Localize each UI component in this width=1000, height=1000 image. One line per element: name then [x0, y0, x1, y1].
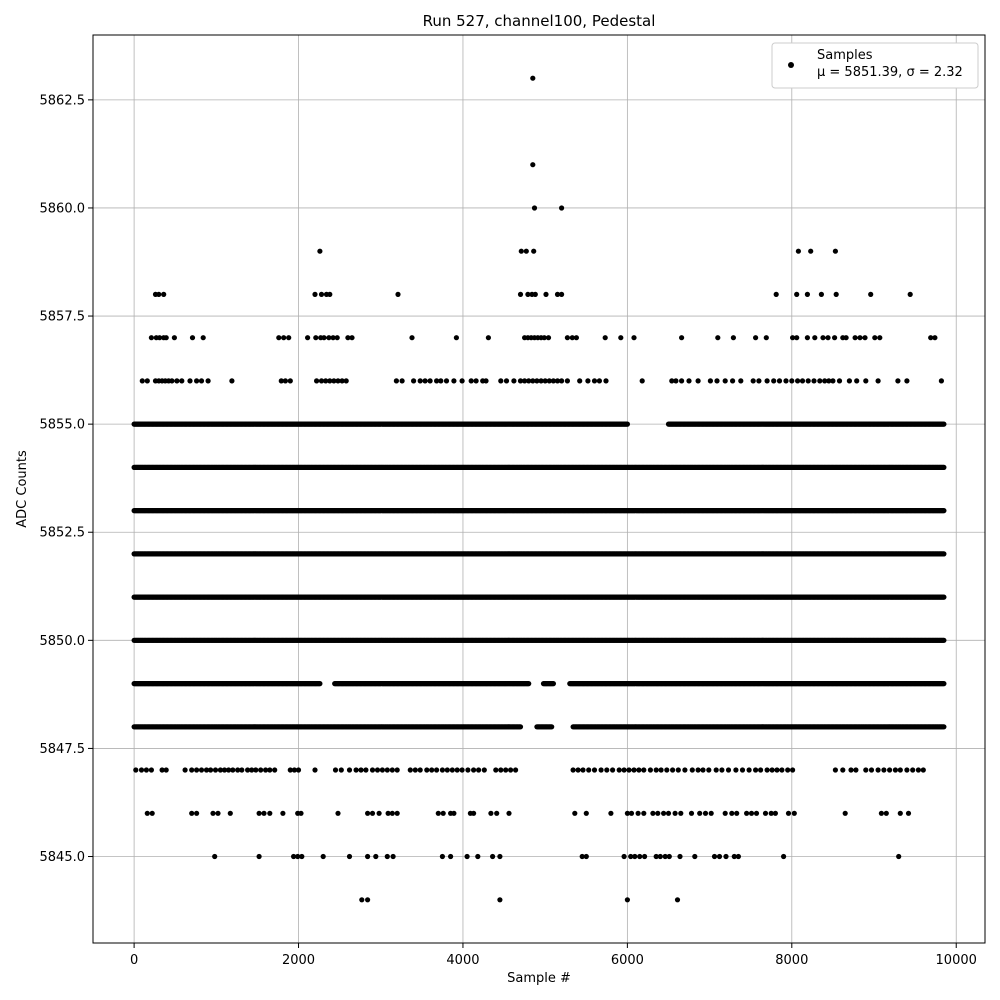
data-point	[941, 594, 947, 600]
chart-title: Run 527, channel100, Pedestal	[423, 12, 656, 30]
data-points	[131, 75, 947, 903]
data-point	[941, 551, 947, 557]
data-point	[941, 637, 947, 643]
data-point	[517, 724, 524, 730]
data-point	[941, 724, 947, 730]
data-point	[941, 681, 947, 687]
data-point	[526, 681, 532, 687]
data-point	[549, 724, 555, 730]
data-point	[550, 681, 557, 687]
data-point	[317, 681, 323, 687]
